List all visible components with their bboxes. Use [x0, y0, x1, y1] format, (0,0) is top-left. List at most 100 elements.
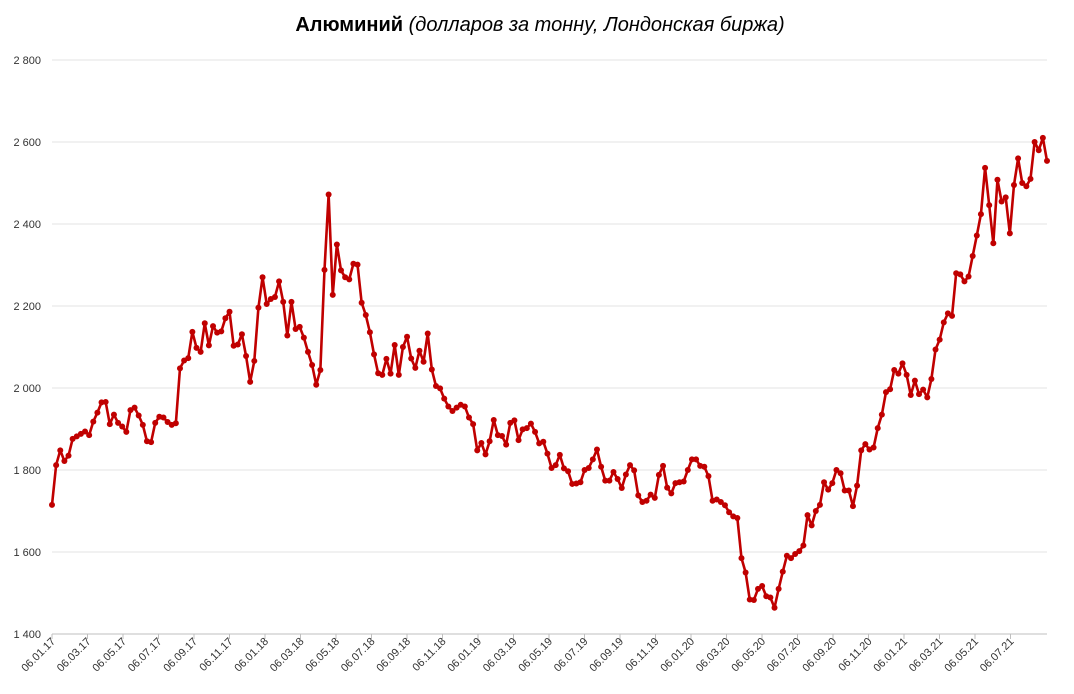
data-point [474, 447, 481, 454]
data-point [924, 394, 931, 401]
data-point [552, 462, 559, 469]
data-point [102, 398, 109, 405]
data-point [82, 428, 89, 435]
data-point [139, 421, 146, 428]
data-point [841, 487, 848, 494]
data-point [1006, 230, 1013, 237]
data-point [325, 191, 332, 198]
data-point [387, 370, 394, 377]
data-point [899, 360, 906, 367]
data-point [226, 308, 233, 315]
data-point [779, 568, 786, 575]
data-point [540, 438, 547, 445]
data-point [424, 330, 431, 337]
data-point [821, 479, 828, 486]
data-point [395, 371, 402, 378]
data-point [148, 439, 155, 446]
x-tick-label: 06.03.21 [907, 636, 946, 675]
data-point [614, 476, 621, 483]
data-point [680, 478, 687, 485]
data-point [445, 403, 452, 410]
data-point [259, 274, 266, 281]
data-point [523, 425, 530, 432]
data-point [949, 312, 956, 319]
data-point [565, 468, 572, 475]
data-point [693, 456, 700, 463]
data-point [585, 464, 592, 471]
data-point [903, 371, 910, 378]
data-point [362, 312, 369, 319]
data-point [854, 482, 861, 489]
data-point [313, 381, 320, 388]
data-point [94, 409, 101, 416]
data-point [110, 411, 117, 418]
data-point [354, 261, 361, 268]
data-point [329, 291, 336, 298]
data-point [53, 462, 60, 469]
data-point [916, 391, 923, 398]
data-point [825, 486, 832, 493]
y-tick-label: 1 800 [13, 465, 41, 477]
chart-subtitle: (долларов за тонну, Лондонская биржа) [408, 14, 785, 36]
x-tick-label: 06.09.20 [800, 636, 839, 675]
data-point [932, 346, 939, 353]
data-point [911, 377, 918, 384]
x-tick-label: 06.01.17 [19, 636, 58, 675]
data-point [1044, 157, 1050, 164]
data-point [527, 420, 534, 427]
data-point [816, 501, 823, 508]
data-point [977, 211, 984, 218]
data-point [849, 503, 856, 510]
data-point [61, 457, 68, 464]
data-point [655, 471, 662, 478]
data-point [862, 441, 869, 448]
data-point [664, 484, 671, 491]
data-point [428, 366, 435, 373]
data-point [788, 555, 795, 562]
data-point [251, 357, 258, 364]
data-point [234, 341, 241, 348]
data-point [796, 548, 803, 555]
x-tick-label: 06.05.20 [729, 636, 768, 675]
data-point [437, 385, 444, 392]
data-point [135, 412, 142, 419]
data-point [593, 446, 600, 453]
data-point [940, 319, 947, 326]
data-point [255, 304, 262, 311]
data-point [441, 395, 448, 402]
data-point [721, 502, 728, 509]
data-point [243, 353, 250, 360]
data-point [701, 463, 708, 470]
y-tick-label: 1 600 [13, 547, 41, 559]
data-point [986, 202, 993, 209]
data-point [391, 341, 398, 348]
data-point [627, 462, 634, 469]
data-point [895, 370, 902, 377]
data-point [750, 596, 757, 603]
data-series [49, 134, 1050, 611]
y-tick-label: 2 600 [13, 137, 41, 149]
data-point [338, 267, 344, 274]
y-tick-label: 2 400 [13, 219, 41, 231]
data-point [994, 176, 1001, 183]
data-point [726, 509, 733, 516]
data-point [668, 490, 675, 497]
x-tick-label: 06.05.17 [90, 636, 129, 675]
x-tick-label: 06.03.19 [481, 636, 520, 675]
data-point [271, 293, 278, 300]
data-point [973, 232, 980, 239]
data-point [503, 441, 510, 448]
data-point [263, 300, 270, 307]
data-point [210, 323, 217, 330]
data-point [420, 358, 427, 365]
x-tick-label: 06.05.18 [303, 636, 342, 675]
data-point [247, 378, 254, 385]
data-point [577, 479, 584, 486]
data-point [812, 508, 819, 514]
y-tick-label: 2 800 [13, 55, 41, 67]
x-tick-label: 06.07.19 [552, 636, 591, 675]
x-tick-label: 06.01.19 [445, 636, 484, 675]
x-tick-label: 06.01.21 [871, 636, 910, 675]
data-point [482, 451, 489, 458]
data-point [205, 342, 212, 349]
